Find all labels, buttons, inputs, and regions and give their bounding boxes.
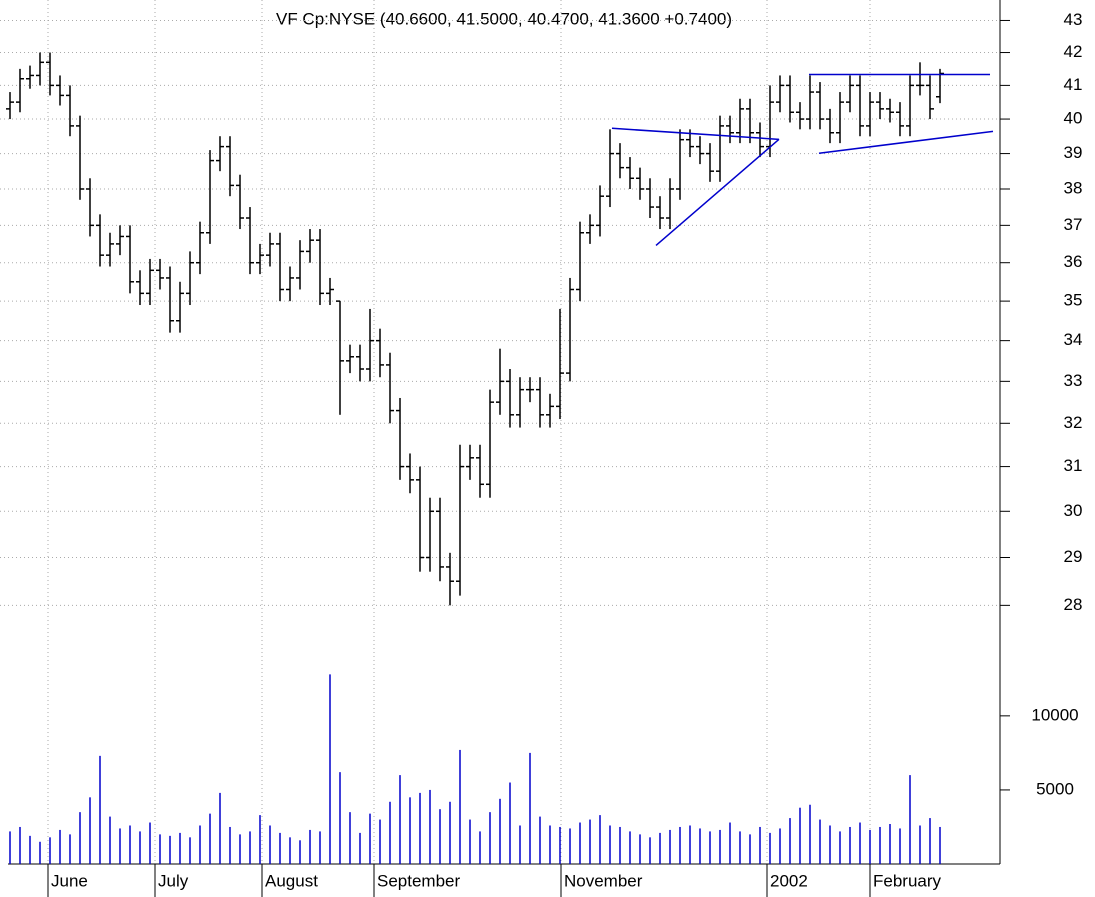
y-tick-label: 28 — [1064, 595, 1083, 614]
y-tick-label: 38 — [1064, 178, 1083, 197]
trendline — [818, 130, 994, 154]
y-tick-label: 42 — [1064, 42, 1083, 61]
y-tick-label: 43 — [1064, 10, 1083, 29]
y-tick-label: 35 — [1064, 291, 1083, 310]
x-tick-label: November — [564, 871, 643, 890]
x-tick-label: 2002 — [770, 871, 808, 890]
x-tick-label: June — [51, 871, 88, 890]
y-tick-label: 10000 — [1031, 705, 1078, 724]
y-tick-label: 41 — [1064, 75, 1083, 94]
y-tick-label: 30 — [1064, 501, 1083, 520]
y-tick-label: 36 — [1064, 252, 1083, 271]
y-tick-label: 31 — [1064, 456, 1083, 475]
y-tick-label: 29 — [1064, 547, 1083, 566]
trendline — [655, 138, 780, 246]
x-tick-label: February — [873, 871, 942, 890]
x-tick-label: August — [265, 871, 318, 890]
y-tick-label: 37 — [1064, 215, 1083, 234]
y-tick-label: 32 — [1064, 413, 1083, 432]
y-tick-label: 5000 — [1036, 779, 1074, 798]
trendline — [611, 127, 780, 141]
y-tick-label: 40 — [1064, 109, 1083, 128]
y-tick-label: 33 — [1064, 371, 1083, 390]
y-tick-label: 39 — [1064, 143, 1083, 162]
x-tick-label: September — [377, 871, 460, 890]
chart-title: VF Cp:NYSE (40.6600, 41.5000, 40.4700, 4… — [276, 9, 732, 28]
x-tick-label: July — [158, 871, 189, 890]
y-tick-label: 34 — [1064, 330, 1083, 349]
